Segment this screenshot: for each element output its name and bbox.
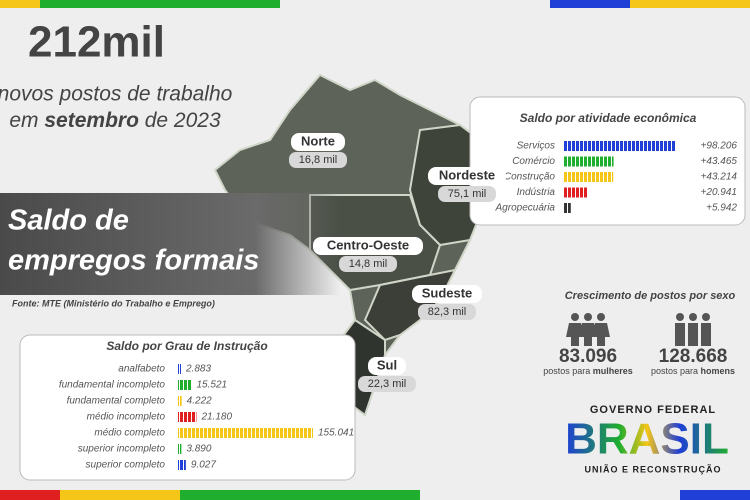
bar	[564, 156, 614, 167]
value-label: +5.942	[706, 203, 737, 214]
region-value-pill	[418, 304, 476, 320]
bar	[178, 396, 182, 406]
top-stripe	[0, 0, 750, 8]
value-label: 21.180	[200, 412, 232, 423]
value-label: 4.222	[187, 396, 212, 407]
category-label: Serviços	[517, 141, 555, 152]
men-count: 128.668	[659, 346, 728, 367]
region-value-pill	[438, 186, 496, 202]
title-banner	[0, 193, 340, 295]
title: Saldo de	[8, 205, 129, 237]
value-label: +43.214	[701, 172, 738, 183]
region-value-pill	[339, 256, 397, 272]
source: Fonte: MTE (Ministério do Trabalho e Emp…	[12, 298, 215, 308]
region-value: 22,3 mil	[368, 378, 407, 390]
value-label: +98.206	[701, 141, 738, 152]
value-label: +20.941	[701, 187, 737, 198]
logo-top: GOVERNO FEDERAL	[590, 404, 716, 416]
category-label: superior incompleto	[78, 444, 166, 455]
logo-main: BRASIL	[565, 415, 729, 464]
bottom-stripe	[0, 490, 750, 500]
bar	[178, 444, 182, 454]
category-label: fundamental incompleto	[59, 380, 166, 391]
category-label: analfabeto	[118, 364, 165, 375]
region-value-pill	[289, 152, 347, 168]
region-name-pill	[313, 237, 423, 255]
women-caption: postos para mulheres	[543, 366, 633, 376]
category-label: médio completo	[94, 428, 165, 439]
bar	[178, 364, 181, 374]
bar	[564, 141, 676, 151]
category-label: Indústria	[517, 187, 556, 198]
sex-title: Crescimento de postos por sexo	[565, 290, 736, 302]
region-name: Sudeste	[422, 285, 473, 300]
category-label: Comércio	[512, 156, 555, 167]
title: empregos formais	[8, 245, 259, 277]
logo-bottom: UNIÃO E RECONSTRUÇÃO	[584, 464, 721, 474]
region-value: 16,8 mil	[299, 154, 338, 166]
activity-title: Saldo por atividade econômica	[520, 111, 697, 125]
region-name: Nordeste	[439, 167, 495, 182]
bar	[178, 428, 313, 438]
people-icons	[566, 313, 711, 346]
bar	[178, 380, 192, 390]
region-name-pill	[412, 285, 482, 303]
bar	[564, 172, 614, 182]
subtitle: novos postos de trabalho	[0, 83, 233, 106]
category-label: fundamental completo	[67, 396, 166, 407]
region-name: Centro-Oeste	[327, 237, 409, 252]
value-label: +43.465	[701, 156, 738, 167]
category-label: Construção	[504, 172, 556, 183]
dynamic: Serviços +98.206 Comércio +43.465 Construção…	[59, 133, 738, 471]
bar	[564, 203, 571, 213]
region-name: Norte	[301, 133, 335, 148]
subtitle: em setembro de 2023	[9, 109, 221, 132]
region-value: 14,8 mil	[349, 258, 388, 270]
value-label: 15.521	[197, 380, 228, 391]
women-count: 83.096	[559, 346, 617, 367]
headline: 212mil	[28, 18, 165, 67]
region-value: 75,1 mil	[448, 188, 487, 200]
value-label: 9.027	[191, 460, 216, 471]
region-name-pill	[291, 133, 345, 151]
men-caption: postos para homens	[651, 366, 735, 376]
region-name-pill	[428, 167, 506, 185]
bar	[178, 460, 186, 470]
category-label: médio incompleto	[87, 412, 166, 423]
value-label: 3.890	[186, 444, 211, 455]
region-value: 82,3 mil	[428, 306, 467, 318]
bar	[564, 187, 588, 198]
region-name-pill	[368, 357, 406, 375]
value-label: 155.041	[318, 428, 354, 439]
category-label: Agropecuária	[495, 203, 556, 214]
region-name: Sul	[377, 357, 397, 372]
education-panel	[19, 334, 356, 481]
category-label: superior completo	[86, 460, 166, 471]
education-title: Saldo por Grau de Instrução	[106, 339, 267, 353]
value-label: 2.883	[185, 364, 211, 375]
region-value-pill	[358, 376, 416, 392]
bar	[178, 412, 197, 422]
